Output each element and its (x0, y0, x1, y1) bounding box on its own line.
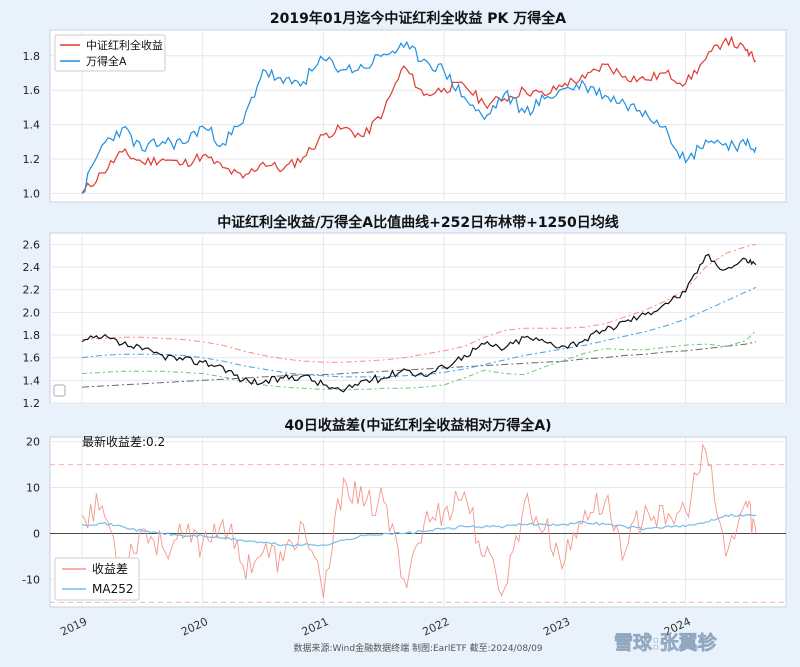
series-dividend-total-return (81, 35, 757, 194)
panel3-latest-spread-note: 最新收益差:0.2 (82, 434, 165, 449)
panel3-title: 40日收益差(中证红利全收益相对万得全A) (284, 417, 551, 434)
legend-label-dividend: 中证红利全收益 (86, 38, 163, 52)
xtick-2020: 2020 (179, 615, 210, 639)
xtick-2023: 2023 (541, 615, 572, 639)
series-ma252 (81, 513, 757, 547)
panel1-title: 2019年01月迄今中证红利全收益 PK 万得全A (270, 10, 566, 27)
panel1-legend-box (54, 34, 166, 72)
panel3-plot-area (49, 436, 787, 608)
panel1-ytick: 1.2 (23, 153, 41, 166)
panel2-ytick: 1.2 (23, 397, 41, 410)
series-bollinger-mid (81, 286, 757, 378)
legend-label-spread: 收益差 (92, 562, 128, 576)
xtick-2019: 2019 (58, 615, 89, 639)
panel3-ytick: 10 (26, 482, 40, 495)
panel1-ytick: 1.0 (23, 187, 41, 200)
panel3-ytick: 20 (26, 436, 40, 449)
panel2-plot-area (49, 232, 787, 404)
panel2-ytick: 2.0 (23, 306, 41, 319)
panel3-ytick: -10 (22, 573, 40, 586)
panel3-legend: 收益差 MA252 (54, 557, 140, 601)
series-spread-40d (81, 443, 757, 598)
panel2-ytick: 1.8 (23, 329, 41, 342)
xtick-2021: 2021 (300, 615, 331, 639)
panel1-ytick: 1.6 (23, 84, 41, 97)
panel3-ytick: 0 (33, 528, 40, 541)
panel2-title: 中证红利全收益/万得全A比值曲线+252日布林带+1250日均线 (217, 214, 619, 231)
series-ratio (81, 253, 757, 393)
watermark: 雪球:张翼轸 (614, 631, 718, 654)
panel2-ytick: 1.6 (23, 352, 41, 365)
panel1-grid (50, 30, 786, 202)
panel1-ytick: 1.4 (23, 119, 41, 132)
panel2-ytick: 2.2 (23, 284, 41, 297)
series-ma1250 (81, 341, 757, 388)
legend-label-ma252: MA252 (92, 582, 133, 596)
xtick-2022: 2022 (420, 615, 451, 639)
panel2-legend-box (53, 384, 66, 397)
data-source-footer: 数据来源:Wind金融数据终端 制图:EarlETF 截至:2024/08/09 (293, 642, 542, 654)
panel2-ytick: 1.4 (23, 374, 41, 387)
panel1-ytick: 1.8 (23, 50, 41, 63)
series-bollinger-upper (81, 243, 757, 363)
panel1-legend: 中证红利全收益 万得全A (54, 34, 166, 72)
panel2-ytick: 2.4 (23, 261, 41, 274)
panel2-grid (50, 233, 786, 404)
series-wind-all-a (81, 40, 757, 194)
legend-label-wind-all-a: 万得全A (86, 54, 127, 68)
panel2-ytick-top: 2.6 (23, 238, 41, 251)
